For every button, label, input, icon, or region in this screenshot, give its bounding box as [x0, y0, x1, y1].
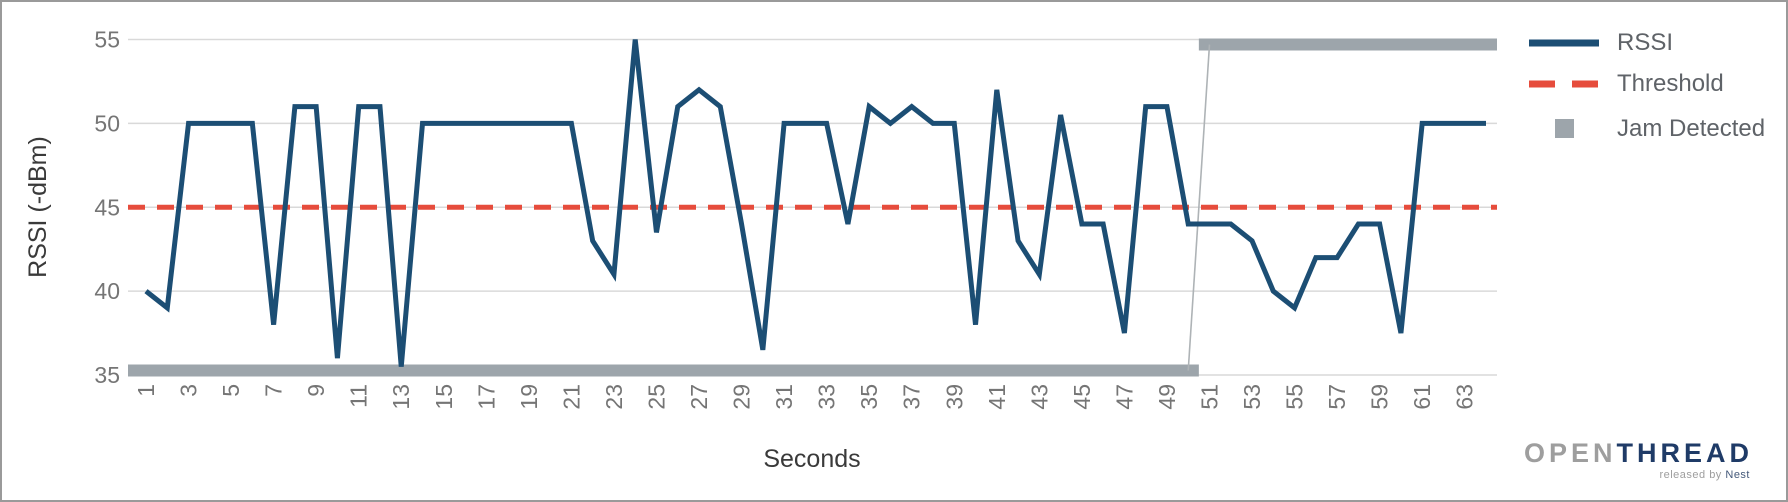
logo-open-text: OPEN [1523, 438, 1617, 468]
x-tick-label: 51 [1196, 384, 1222, 410]
x-tick-label: 1 [133, 384, 159, 397]
jam-square-swatch [1555, 119, 1574, 138]
jam-transition-line [1187, 44, 1211, 371]
x-tick-label: 41 [984, 384, 1010, 410]
x-tick-label: 27 [686, 384, 712, 410]
openthread-logo: OPENTHREAD released by Nest [1524, 440, 1753, 481]
legend-item-threshold[interactable]: Threshold [1529, 69, 1724, 99]
x-tick-label: 21 [558, 384, 584, 410]
x-tick-label: 55 [1282, 384, 1308, 410]
x-tick-label: 11 [346, 384, 372, 408]
y-tick-label: 55 [94, 27, 120, 53]
x-tick-label: 59 [1367, 384, 1393, 410]
y-tick-label: 35 [94, 362, 120, 388]
x-tick-label: 57 [1324, 384, 1350, 410]
tagline-prefix: released by [1659, 469, 1726, 481]
x-tick-label: 15 [431, 384, 457, 410]
x-tick-label: 63 [1452, 384, 1478, 410]
x-tick-label: 43 [1026, 384, 1052, 410]
x-tick-label: 53 [1239, 384, 1265, 410]
x-tick-label: 61 [1409, 384, 1435, 410]
y-axis-title: RSSI (-dBm) [24, 136, 52, 278]
legend-item-jam-detected[interactable]: Jam Detected [1529, 114, 1765, 144]
x-tick-label: 19 [516, 384, 542, 410]
legend-label-rssi: RSSI [1617, 29, 1674, 56]
y-tick-label: 40 [94, 278, 120, 304]
legend-item-rssi[interactable]: RSSI [1529, 28, 1673, 58]
x-axis-title: Seconds [763, 445, 860, 473]
legend-label-jam-detected: Jam Detected [1617, 115, 1766, 142]
x-tick-label: 39 [941, 384, 967, 410]
x-tick-label: 31 [771, 384, 797, 410]
legend-label-threshold: Threshold [1617, 70, 1724, 97]
logo-tagline: released by Nest [1524, 470, 1753, 481]
x-tick-label: 17 [473, 384, 499, 410]
x-tick-label: 25 [643, 384, 669, 410]
x-tick-label: 37 [899, 384, 925, 410]
logo-thread-text: THREAD [1616, 438, 1753, 468]
x-tick-label: 33 [814, 384, 840, 410]
x-tick-label: 23 [601, 384, 627, 410]
rssi-line-swatch [1529, 39, 1599, 47]
x-tick-label: 13 [388, 384, 414, 410]
rssi-series-line [144, 39, 1486, 367]
x-tick-label: 3 [176, 384, 202, 397]
openthread-wordmark: OPENTHREAD [1524, 440, 1753, 467]
y-tick-label: 50 [94, 110, 120, 136]
x-tick-label: 47 [1111, 384, 1137, 410]
x-tick-label: 49 [1154, 384, 1180, 410]
x-tick-label: 5 [218, 384, 244, 397]
y-tick-label: 45 [94, 194, 120, 220]
x-tick-label: 9 [303, 384, 329, 397]
x-tick-label: 45 [1069, 384, 1095, 410]
threshold-dash-swatch [1529, 80, 1599, 88]
x-tick-label: 35 [856, 384, 882, 410]
x-tick-label: 7 [261, 384, 287, 397]
tagline-brand: Nest [1725, 469, 1750, 481]
x-tick-label: 29 [729, 384, 755, 410]
